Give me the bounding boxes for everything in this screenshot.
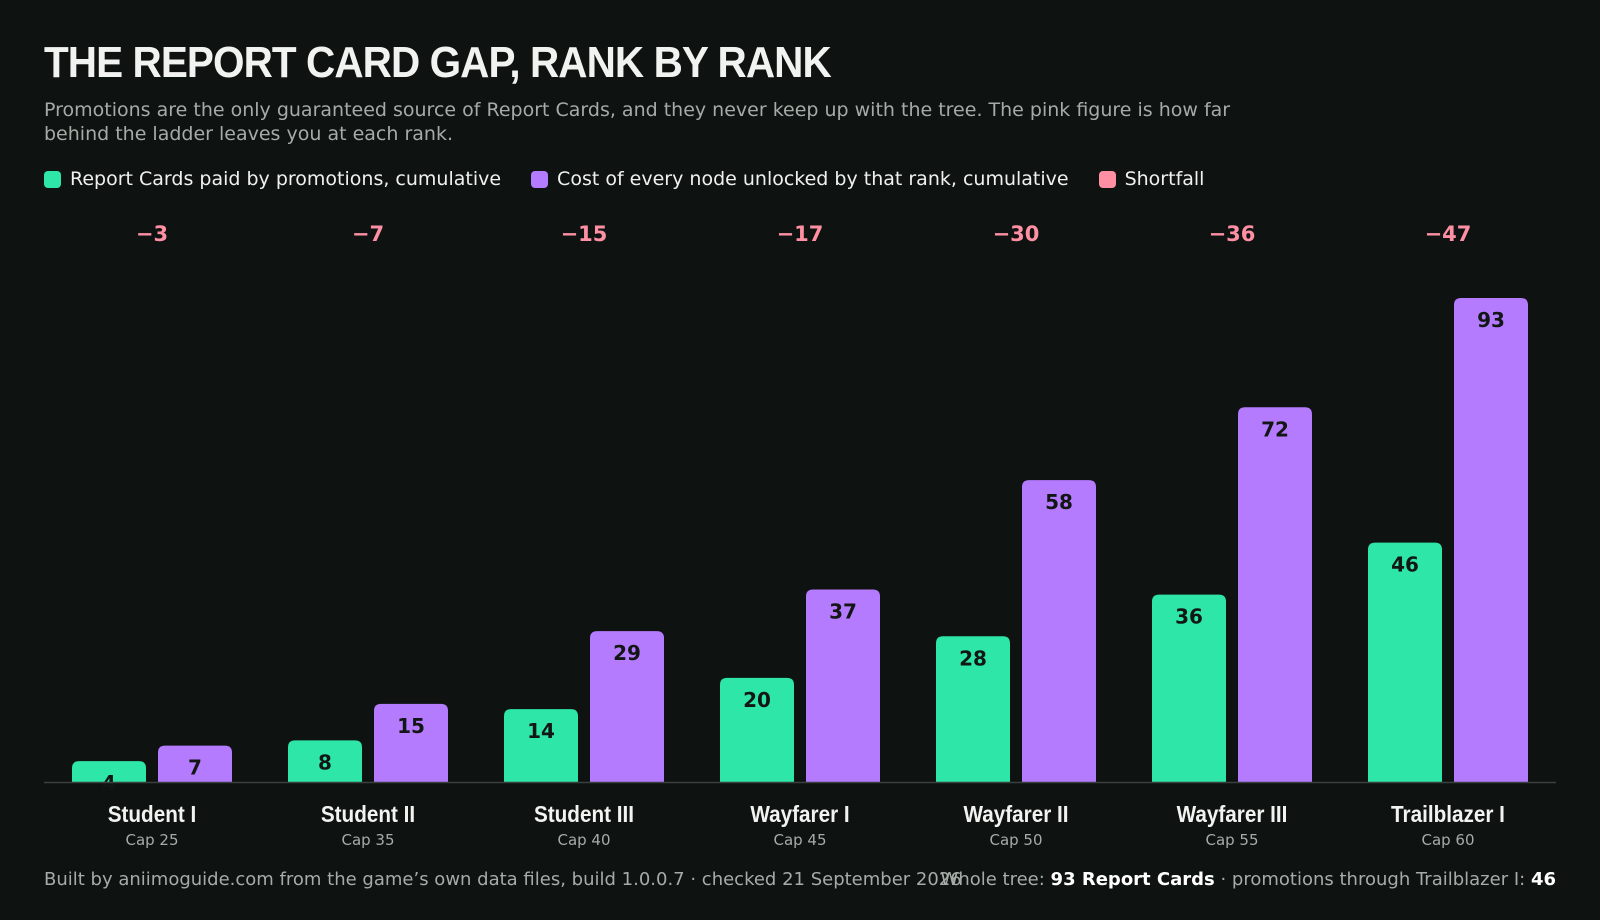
category-cap-label: Cap 25 (125, 831, 178, 849)
bar-promotions (720, 677, 794, 782)
bar-value-label: 36 (1175, 605, 1203, 629)
bar-promotions (1368, 542, 1442, 782)
bar-value-label: 37 (829, 599, 857, 623)
shortfall-label: −30 (993, 222, 1040, 246)
legend-item-shortfall: Shortfall (1098, 168, 1205, 190)
footer-credit: Built by aniimoguide.com from the game’s… (44, 869, 962, 890)
bar-value-label: 28 (959, 646, 987, 670)
chart-title: THE REPORT CARD GAP, RANK BY RANK (44, 38, 832, 87)
bar-cost (1238, 407, 1312, 782)
bar-value-label: 7 (188, 756, 202, 780)
legend-swatch-shortfall (1098, 170, 1116, 188)
legend-label-cost: Cost of every node unlocked by that rank… (557, 168, 1069, 190)
bar-promotions (72, 761, 146, 782)
shortfall-label: −3 (136, 222, 168, 246)
legend-item-cost: Cost of every node unlocked by that rank… (531, 168, 1069, 190)
category-cap-label: Cap 55 (1205, 831, 1258, 849)
category-tick-label: Wayfarer I (750, 801, 849, 827)
category-tick-label: Trailblazer I (1391, 801, 1505, 827)
bar-cost (1454, 298, 1528, 782)
category-tick-label: Student II (321, 801, 415, 827)
chart-subtitle: Promotions are the only guaranteed sourc… (44, 99, 1231, 145)
bar-cost (1022, 480, 1096, 782)
bar-cost (590, 631, 664, 782)
bar-cost (158, 745, 232, 782)
legend-label-promotions: Report Cards paid by promotions, cumulat… (70, 168, 502, 190)
legend: Report Cards paid by promotions, cumulat… (44, 168, 1204, 190)
bar-value-label: 20 (743, 688, 771, 712)
footer-summary-total: 93 Report Cards (1050, 869, 1215, 890)
category-tick-label: Student I (108, 801, 197, 827)
legend-swatch-promotions (44, 170, 61, 188)
legend-item-promotions: Report Cards paid by promotions, cumulat… (44, 168, 501, 190)
category-tick-label: Student III (534, 801, 634, 827)
category-cap-label: Cap 40 (557, 831, 610, 849)
footer-summary-value: 46 (1530, 869, 1556, 890)
bar-cost (374, 703, 448, 782)
shortfall-label: −15 (561, 222, 608, 246)
bar-value-label: 29 (613, 641, 641, 665)
footer-summary-prefix: Whole tree: (940, 869, 1051, 890)
bar-promotions (936, 636, 1010, 782)
bar-value-label: 58 (1045, 490, 1073, 514)
category-cap-label: Cap 45 (773, 831, 826, 849)
bar-value-label: 14 (527, 719, 555, 743)
legend-swatch-cost (531, 170, 549, 188)
category-cap-label: Cap 50 (989, 831, 1042, 849)
shortfall-label: −36 (1209, 222, 1256, 246)
bar-value-label: 15 (397, 714, 425, 738)
category-tick-label: Wayfarer III (1177, 801, 1288, 827)
footer-summary-middle: · promotions through Trailblazer I: (1214, 869, 1531, 890)
bar-promotions (1152, 594, 1226, 782)
shortfall-label: −47 (1425, 222, 1472, 246)
shortfall-label: −7 (352, 222, 384, 246)
bar-value-label: 93 (1477, 308, 1505, 332)
footer-summary: Whole tree: 93 Report Cards · promotions… (941, 869, 1556, 890)
bar-promotions (288, 740, 362, 782)
bar-value-label: 72 (1261, 417, 1289, 441)
legend-label-shortfall: Shortfall (1124, 168, 1205, 190)
category-tick-label: Wayfarer II (963, 801, 1068, 827)
category-cap-label: Cap 60 (1421, 831, 1474, 849)
bar-cost (806, 589, 880, 782)
bar-promotions (504, 709, 578, 782)
bar-value-label: 46 (1391, 553, 1419, 577)
bar-value-label: 8 (318, 750, 332, 774)
shortfall-label: −17 (777, 222, 824, 246)
category-cap-label: Cap 35 (341, 831, 394, 849)
